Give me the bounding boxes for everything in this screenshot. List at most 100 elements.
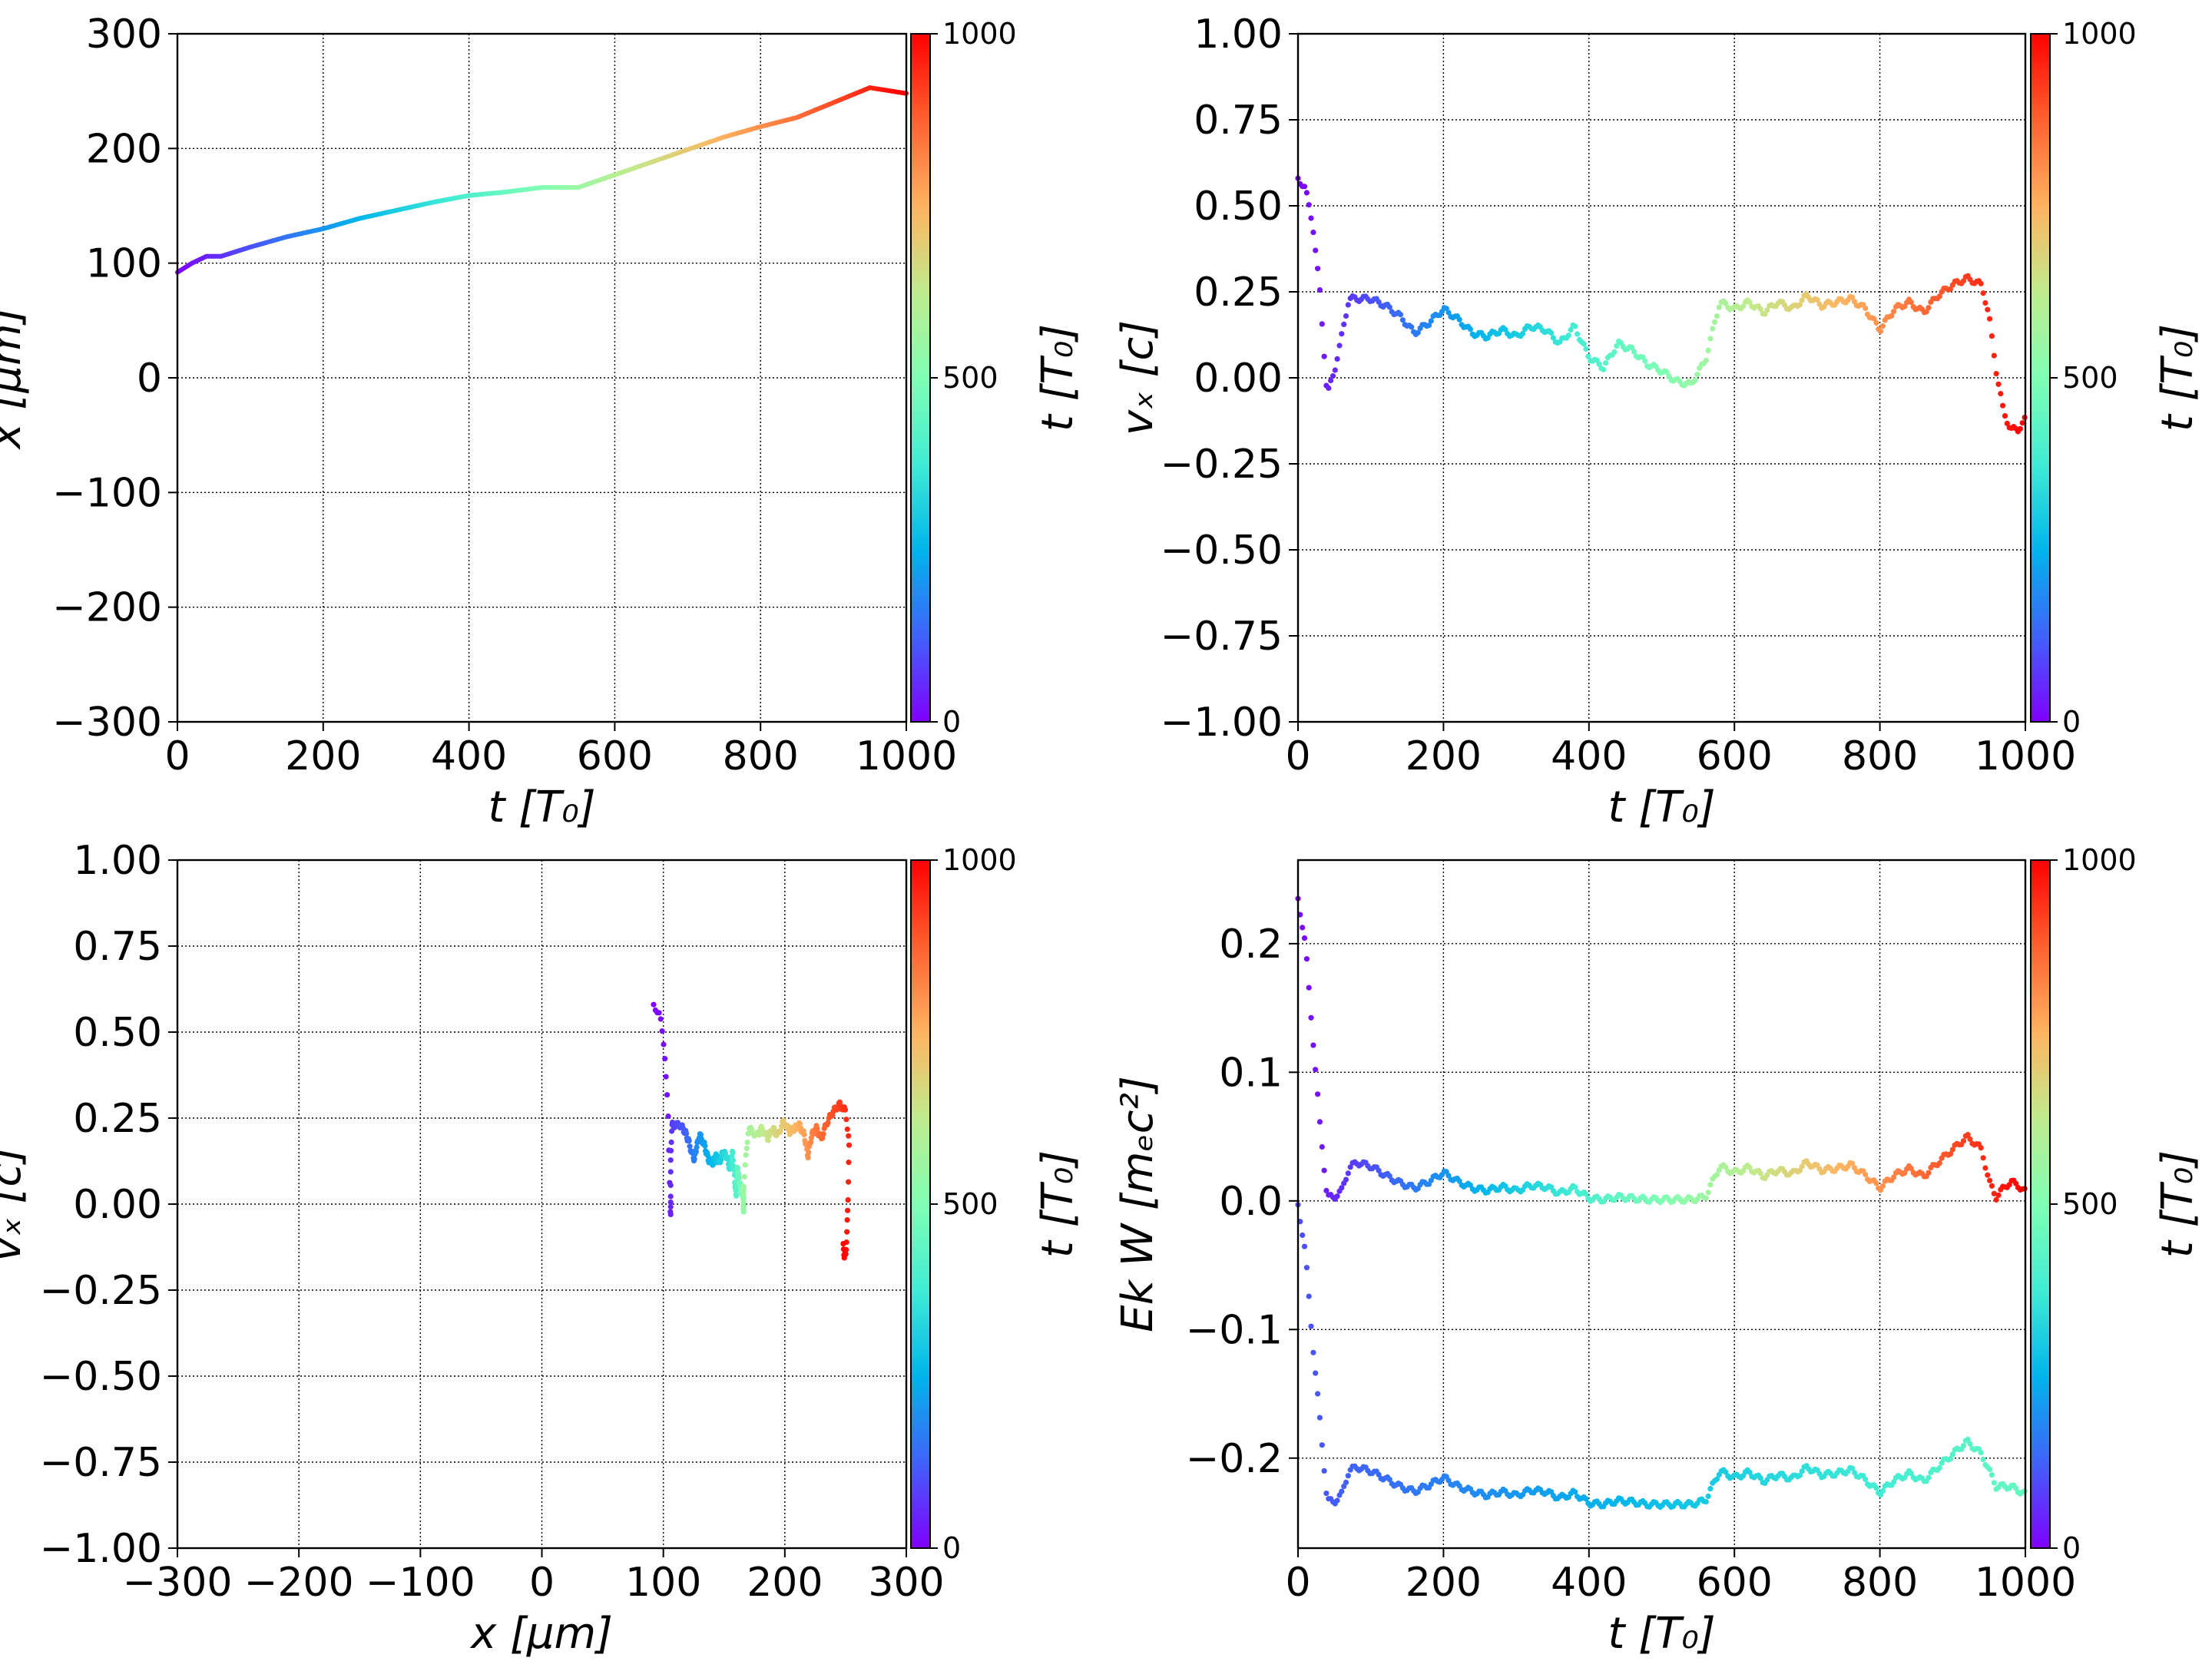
data-point <box>1936 1160 1942 1166</box>
data-point <box>1879 1183 1886 1190</box>
colorbar-tick-label: 0 <box>942 705 961 739</box>
data-point <box>1796 1472 1803 1478</box>
data-point <box>1712 319 1718 325</box>
colorbar-tick-label: 500 <box>2062 1187 2118 1221</box>
data-point <box>1301 935 1308 941</box>
y-tick-label: −1.00 <box>1161 700 1283 746</box>
data-point <box>1873 319 1879 326</box>
data-point <box>1343 313 1349 319</box>
data-marks <box>651 1001 853 1261</box>
data-point <box>1386 1173 1392 1179</box>
data-point <box>1343 1176 1349 1183</box>
data-point <box>1936 293 1942 299</box>
data-point <box>1799 1163 1805 1170</box>
y-tick-label: 0.25 <box>1194 270 1283 316</box>
colorbar-gradient <box>2030 859 2051 1549</box>
data-point <box>1315 1091 1321 1097</box>
data-point <box>759 1126 765 1132</box>
data-point <box>801 1131 807 1138</box>
data-point <box>1849 1160 1856 1166</box>
data-point <box>777 1128 783 1134</box>
data-point <box>1988 1183 1995 1189</box>
data-point <box>1816 301 1823 307</box>
data-point <box>1740 303 1747 309</box>
data-point <box>808 1139 814 1145</box>
data-point <box>1334 1497 1340 1504</box>
data-point <box>1747 1164 1753 1170</box>
series-1 <box>1295 1202 2028 1511</box>
data-point <box>651 1001 657 1008</box>
data-point <box>1303 956 1310 962</box>
data-point <box>734 1166 741 1172</box>
data-point <box>1330 373 1336 379</box>
grid <box>177 859 907 1549</box>
data-point <box>1891 1479 1897 1485</box>
data-marks <box>1295 895 2028 1511</box>
data-point <box>1707 1182 1714 1188</box>
data-point <box>668 1147 674 1153</box>
colorbar-gradient <box>2030 33 2051 723</box>
colorbar-tick-label: 1000 <box>942 843 1017 877</box>
colorbar: 0 500 1000 t [T₀] <box>2030 17 2203 739</box>
data-point <box>1988 333 1995 339</box>
y-tick-label: −0.75 <box>40 1440 162 1486</box>
data-point <box>1313 247 1319 253</box>
data-point <box>659 1028 665 1034</box>
data-point <box>1863 305 1869 312</box>
data-point <box>1456 316 1462 323</box>
data-point <box>684 1130 690 1137</box>
data-point <box>1873 1180 1879 1186</box>
x-tick-label: 1000 <box>856 733 957 779</box>
data-point <box>1319 1143 1325 1150</box>
data-point <box>805 1154 811 1161</box>
data-point <box>1703 357 1709 363</box>
data-point <box>1960 278 1967 284</box>
data-point <box>840 1246 846 1252</box>
data-point <box>1321 1468 1327 1474</box>
data-point <box>1723 1469 1729 1475</box>
data-point <box>1692 377 1698 383</box>
panel-bottom-right: 0 200 400 600 800 1000 −0.2 −0.1 0.0 0.1 0.2 t [T₀]… <box>1113 843 2203 1659</box>
data-point <box>844 1217 850 1223</box>
data-point <box>740 1198 747 1204</box>
y-tick-label: −0.50 <box>1161 528 1283 574</box>
data-point <box>1714 1172 1720 1178</box>
data-point <box>1747 299 1753 306</box>
data-point <box>1926 305 1932 311</box>
data-point <box>1982 1165 1988 1171</box>
data-point <box>687 1143 693 1150</box>
data-point <box>1336 342 1343 349</box>
data-point <box>1714 1476 1720 1482</box>
colorbar-tick-label: 0 <box>2062 705 2081 739</box>
x-tick-label: 300 <box>868 1560 944 1606</box>
data-point <box>1978 1145 1984 1151</box>
panel-top-right: 0 200 400 600 800 1000 −1.00 −0.75 −0.50 −0.25 0.0… <box>1113 12 2203 832</box>
data-point <box>1705 1493 1711 1499</box>
data-point <box>694 1144 700 1150</box>
data-point <box>663 1074 669 1080</box>
grid <box>177 33 907 723</box>
colorbar-label: t [T₀] <box>2153 324 2203 432</box>
data-point <box>1443 306 1449 312</box>
x-tick-label: 200 <box>285 733 361 779</box>
x-tick-label: 600 <box>1697 1560 1773 1606</box>
data-point <box>846 1142 853 1148</box>
data-point <box>665 1113 671 1120</box>
data-point <box>843 1117 849 1123</box>
data-point <box>1926 1474 1932 1481</box>
series-0 <box>1295 895 2028 1206</box>
data-point <box>1347 1164 1353 1170</box>
x-tick-label: 0 <box>1285 1560 1310 1606</box>
x-tick-label: 800 <box>723 733 799 779</box>
colorbar-tick-label: 1000 <box>2062 843 2137 877</box>
data-point <box>844 1126 850 1133</box>
data-point <box>1965 1132 1971 1138</box>
data-point <box>1631 349 1637 355</box>
data-point <box>661 1041 667 1047</box>
data-point <box>1849 294 1856 300</box>
data-point <box>1583 1191 1589 1197</box>
data-point <box>1908 1166 1914 1172</box>
y-tick-label: 0.50 <box>73 1010 162 1056</box>
data-point <box>1596 361 1602 367</box>
data-point <box>1908 299 1914 306</box>
